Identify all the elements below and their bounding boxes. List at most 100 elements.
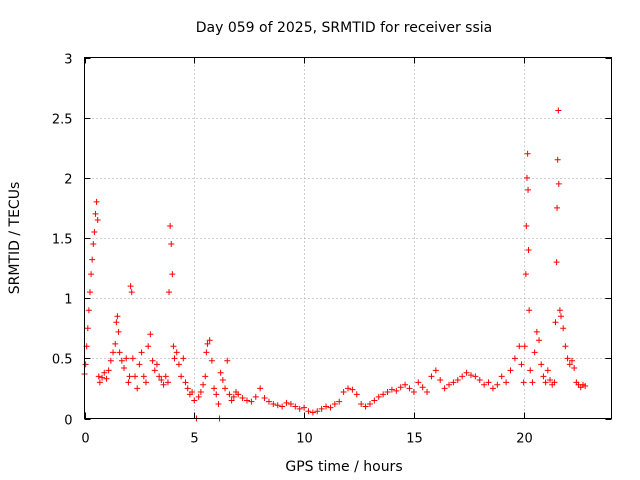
data-point xyxy=(248,398,255,405)
data-point xyxy=(197,389,204,396)
data-point xyxy=(112,340,119,347)
data-point xyxy=(384,389,391,396)
data-point xyxy=(195,393,202,400)
data-point xyxy=(375,393,382,400)
data-point xyxy=(318,405,325,412)
data-point xyxy=(536,337,543,344)
data-point xyxy=(118,357,125,364)
data-point xyxy=(560,325,567,332)
data-point xyxy=(292,403,299,410)
data-point xyxy=(178,373,185,380)
data-point xyxy=(314,408,321,415)
data-point xyxy=(358,401,365,408)
data-point xyxy=(156,373,163,380)
data-series-srmtid xyxy=(81,107,589,422)
data-point xyxy=(538,361,545,368)
data-point xyxy=(467,372,474,379)
x-tick-labels: 0 5 10 15 20 xyxy=(81,432,532,447)
data-point xyxy=(206,337,213,344)
data-point xyxy=(219,376,226,383)
data-point xyxy=(527,367,534,374)
data-point xyxy=(226,391,233,398)
data-point xyxy=(147,331,154,338)
data-point xyxy=(126,373,133,380)
data-point xyxy=(564,355,571,362)
data-point xyxy=(182,379,189,386)
data-point xyxy=(340,389,347,396)
y-tick-label: 2.5 xyxy=(52,113,73,128)
data-point xyxy=(191,397,198,404)
data-point xyxy=(222,385,229,392)
data-point xyxy=(437,376,444,383)
data-point xyxy=(189,389,196,396)
y-tick-label: 3 xyxy=(64,53,72,68)
data-point xyxy=(336,398,343,405)
grid xyxy=(84,57,612,419)
data-point xyxy=(160,381,167,388)
data-point xyxy=(554,204,561,211)
data-point xyxy=(287,401,294,408)
chart-title: Day 059 of 2025, SRMTID for receiver ssi… xyxy=(196,20,492,36)
data-point xyxy=(366,401,373,408)
data-point xyxy=(525,247,532,254)
data-point xyxy=(114,313,121,320)
data-point xyxy=(202,373,209,380)
data-point xyxy=(184,385,191,392)
data-point xyxy=(556,307,563,314)
data-point xyxy=(99,374,106,381)
data-point xyxy=(309,409,316,416)
axis-ticks xyxy=(84,57,612,420)
data-point xyxy=(213,391,220,398)
data-point xyxy=(110,349,117,356)
data-point xyxy=(518,361,525,368)
y-tick-label: 0.5 xyxy=(52,353,73,368)
data-point xyxy=(349,386,356,393)
data-point xyxy=(95,373,102,380)
data-point xyxy=(239,395,246,402)
data-point xyxy=(557,313,564,320)
data-point xyxy=(89,256,96,263)
data-point xyxy=(397,384,404,391)
x-tick-label: 10 xyxy=(296,432,313,447)
data-point xyxy=(555,107,562,114)
data-point xyxy=(283,399,290,406)
x-tick-label: 15 xyxy=(406,432,423,447)
data-point xyxy=(129,355,136,362)
data-point xyxy=(562,343,569,350)
data-point xyxy=(415,379,422,386)
data-point xyxy=(153,361,160,368)
data-point xyxy=(101,369,108,376)
data-point xyxy=(540,373,547,380)
data-point xyxy=(454,376,461,383)
data-point xyxy=(90,241,97,248)
data-point xyxy=(472,373,479,380)
data-point xyxy=(113,319,120,326)
data-point xyxy=(230,393,237,400)
data-point xyxy=(296,405,303,412)
data-point xyxy=(149,357,156,364)
data-point xyxy=(103,375,110,382)
data-point xyxy=(503,379,510,386)
data-point xyxy=(224,357,231,364)
data-point xyxy=(88,271,95,278)
data-point xyxy=(169,271,176,278)
y-tick-label: 1 xyxy=(64,293,72,308)
data-point xyxy=(82,361,89,368)
data-point xyxy=(531,349,538,356)
data-point xyxy=(85,307,92,314)
data-point xyxy=(96,379,103,386)
data-point xyxy=(520,379,527,386)
data-point xyxy=(507,367,514,374)
data-point xyxy=(105,367,112,374)
data-point xyxy=(132,373,139,380)
data-point xyxy=(553,259,560,266)
data-point xyxy=(424,389,431,396)
data-point xyxy=(175,361,182,368)
data-point xyxy=(167,222,174,229)
data-point xyxy=(125,379,132,386)
data-point xyxy=(116,349,123,356)
data-point xyxy=(128,289,135,296)
data-point xyxy=(463,369,470,376)
data-point xyxy=(107,357,114,364)
data-point xyxy=(526,307,533,314)
